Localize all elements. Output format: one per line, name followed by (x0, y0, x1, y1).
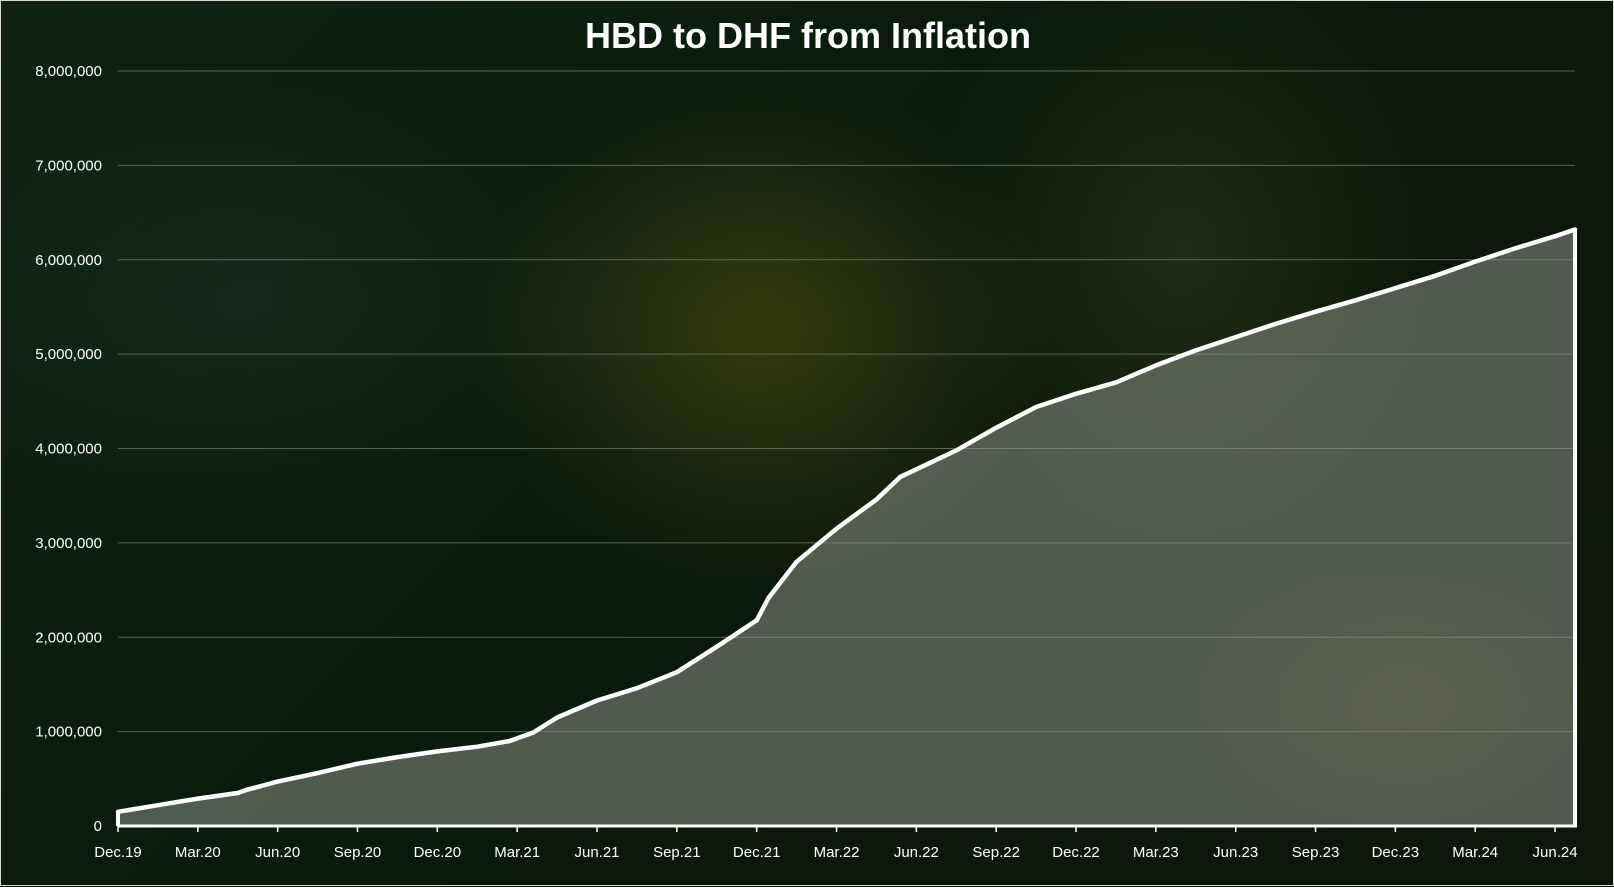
y-tick-label: 1,000,000 (35, 724, 102, 741)
x-axis: Dec.19 Mar.20 Jun.20 Sep.20 Dec.20 Mar.21 Jun.… (94, 824, 1578, 861)
x-tick-label: Sep.21 (653, 844, 701, 861)
x-tick-label: Mar.23 (1133, 844, 1179, 861)
x-tick-label: Jun.22 (894, 844, 939, 861)
x-tick-label: Mar.20 (175, 844, 221, 861)
y-axis: 0 1,000,000 2,000,000 3,000,000 4,000,000 5,0… (35, 63, 102, 835)
chart-title: HBD to DHF from Inflation (585, 15, 1031, 56)
y-tick-label: 5,000,000 (35, 346, 102, 363)
y-tick-label: 3,000,000 (35, 535, 102, 552)
series-area (118, 229, 1575, 826)
plot-area (115, 227, 1578, 826)
x-tick-label: Dec.23 (1372, 844, 1420, 861)
x-tick-label: Sep.20 (334, 844, 382, 861)
y-tick-label: 6,000,000 (35, 252, 102, 269)
x-tick-label: Jun.20 (255, 844, 300, 861)
y-tick-label: 8,000,000 (35, 63, 102, 80)
y-tick-label: 4,000,000 (35, 441, 102, 458)
x-tick-label: Dec.22 (1052, 844, 1100, 861)
x-tick-label: Jun.21 (574, 844, 619, 861)
x-tick-label: Sep.22 (972, 844, 1020, 861)
x-tick-label: Jun.23 (1213, 844, 1258, 861)
x-tick-label: Mar.24 (1452, 844, 1498, 861)
series-line (115, 227, 1578, 815)
x-tick-label: Dec.19 (94, 844, 142, 861)
x-tick-label: Sep.23 (1292, 844, 1340, 861)
y-tick-label: 2,000,000 (35, 629, 102, 646)
x-tick-label: Mar.22 (814, 844, 860, 861)
x-tick-label: Dec.21 (733, 844, 781, 861)
x-tick-label: Dec.20 (414, 844, 462, 861)
x-tick-label: Jun.24 (1533, 844, 1578, 861)
y-tick-label: 7,000,000 (35, 157, 102, 174)
x-tick-label: Mar.21 (494, 844, 540, 861)
y-tick-label: 0 (94, 818, 102, 835)
